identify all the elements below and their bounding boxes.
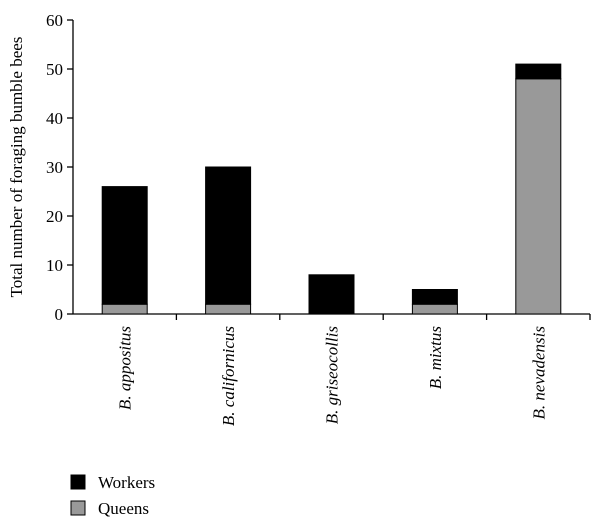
y-tick-label: 60 bbox=[46, 11, 63, 30]
bar-workers bbox=[205, 166, 252, 305]
category-label: B. appositus bbox=[116, 326, 135, 410]
legend: Workers Queens bbox=[70, 473, 155, 518]
bar-workers bbox=[308, 274, 355, 315]
legend-label-queens: Queens bbox=[98, 499, 149, 518]
y-tick-label: 40 bbox=[46, 109, 63, 128]
y-tick-label: 0 bbox=[55, 305, 64, 324]
bar-queens bbox=[515, 78, 562, 315]
bar-queens bbox=[101, 303, 148, 315]
y-tick-label: 10 bbox=[46, 256, 63, 275]
bars bbox=[101, 63, 562, 315]
category-label: B. mixtus bbox=[426, 326, 445, 390]
legend-swatch-queens bbox=[70, 500, 86, 516]
bar-workers bbox=[101, 186, 148, 305]
plot-area: 0 10 20 30 40 50 60 B. appositus B. californicu… bbox=[46, 11, 591, 426]
y-ticks: 0 10 20 30 40 50 60 bbox=[46, 11, 73, 324]
y-tick-label: 30 bbox=[46, 158, 63, 177]
y-tick-label: 50 bbox=[46, 60, 63, 79]
bar-queens bbox=[205, 303, 252, 315]
category-label: B. griseocollis bbox=[323, 326, 342, 425]
legend-label-workers: Workers bbox=[98, 473, 155, 492]
bar-queens bbox=[411, 303, 458, 315]
category-label: B. californicus bbox=[219, 326, 238, 426]
category-labels: B. appositus B. californicus B. griseocoll… bbox=[116, 326, 549, 426]
legend-swatch-workers bbox=[70, 474, 86, 490]
bar-workers bbox=[515, 63, 562, 80]
category-label: B. nevadensis bbox=[529, 326, 548, 420]
y-tick-label: 20 bbox=[46, 207, 63, 226]
y-axis-title: Total number of foraging bumble bees bbox=[7, 37, 26, 298]
bar-workers bbox=[411, 289, 458, 305]
x-ticks bbox=[175, 314, 591, 320]
